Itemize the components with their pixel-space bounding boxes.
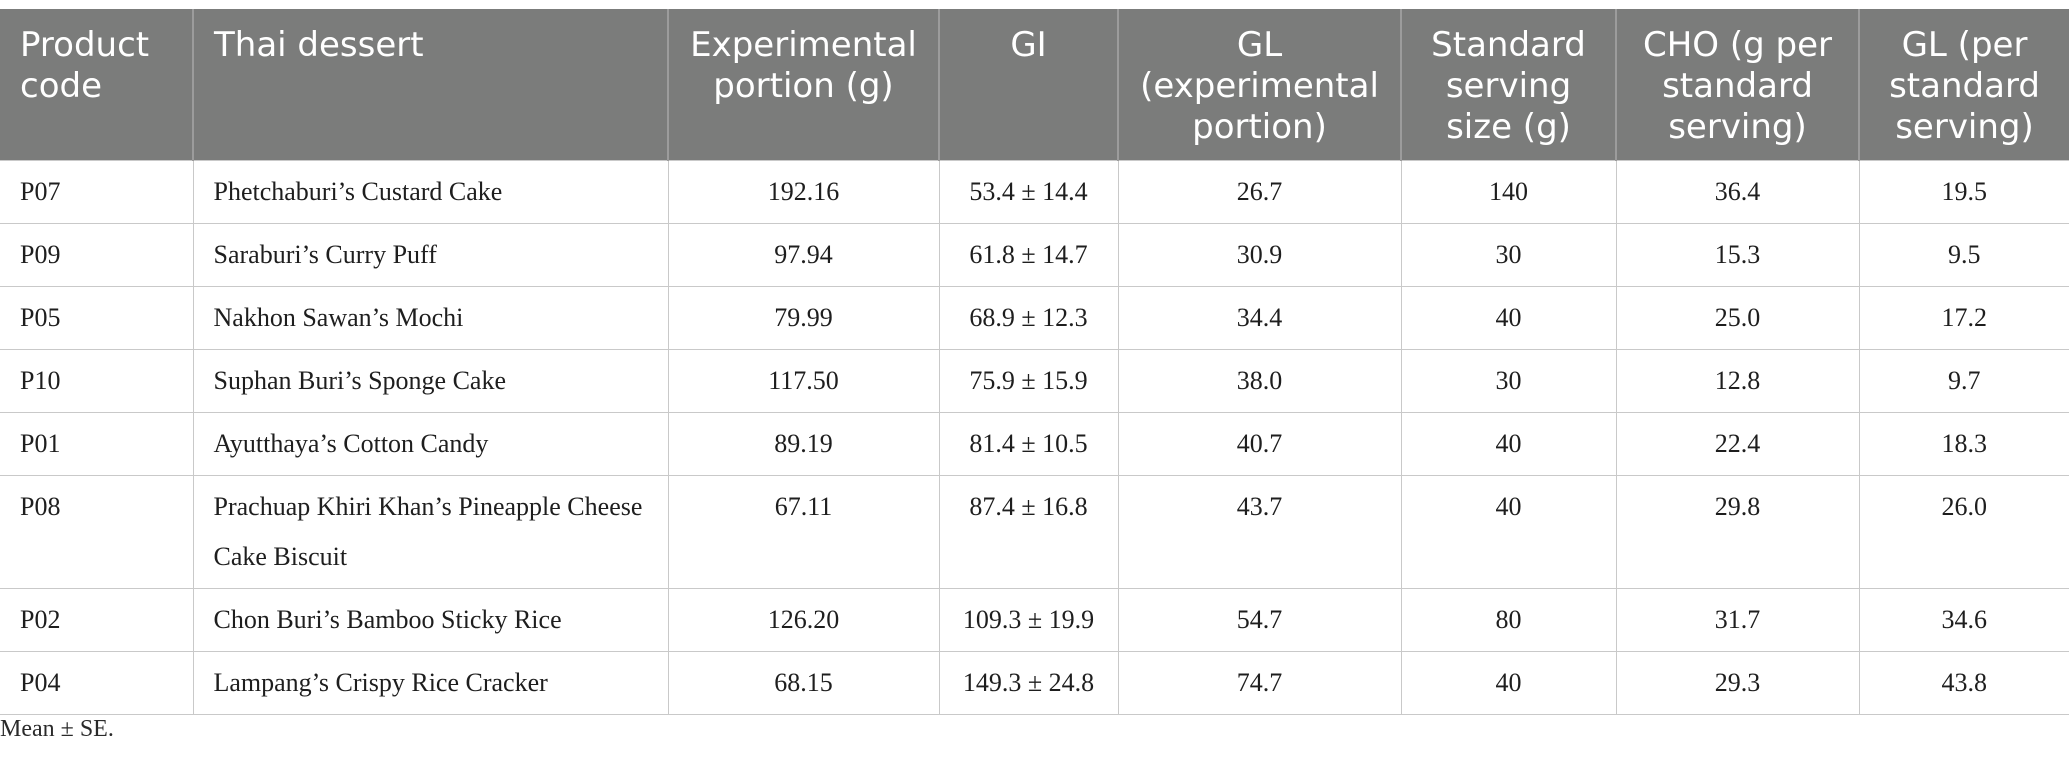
cell-standard-serving-size: 40 [1401, 475, 1617, 589]
cell-thai-dessert: Suphan Buri’s Sponge Cake [193, 349, 669, 413]
cell-standard-serving-size: 40 [1401, 286, 1617, 350]
cell-gl-experimental: 40.7 [1118, 412, 1402, 476]
cell-cho-per-serving: 29.8 [1616, 475, 1860, 589]
cell-product-code: P08 [0, 475, 194, 589]
cell-gl-per-serving: 26.0 [1859, 475, 2069, 589]
cell-product-code: P01 [0, 412, 194, 476]
cell-gl-per-serving: 43.8 [1859, 651, 2069, 715]
cell-experimental-portion: 117.50 [668, 349, 940, 413]
cell-thai-dessert: Chon Buri’s Bamboo Sticky Rice [193, 588, 669, 652]
cell-cho-per-serving: 29.3 [1616, 651, 1860, 715]
cell-product-code: P02 [0, 588, 194, 652]
cell-gl-per-serving: 34.6 [1859, 588, 2069, 652]
cell-cho-per-serving: 12.8 [1616, 349, 1860, 413]
cell-standard-serving-size: 40 [1401, 651, 1617, 715]
cell-thai-dessert: Ayutthaya’s Cotton Candy [193, 412, 669, 476]
cell-product-code: P04 [0, 651, 194, 715]
cell-gl-per-serving: 9.5 [1859, 223, 2069, 287]
table-row: P07 Phetchaburi’s Custard Cake 192.16 53… [0, 160, 2069, 224]
cell-product-code: P09 [0, 223, 194, 287]
cell-gl-experimental: 30.9 [1118, 223, 1402, 287]
header-gl-experimental: GL (experimental portion) [1118, 9, 1402, 161]
cell-cho-per-serving: 15.3 [1616, 223, 1860, 287]
cell-standard-serving-size: 80 [1401, 588, 1617, 652]
cell-gl-experimental: 43.7 [1118, 475, 1402, 589]
table-body: P07 Phetchaburi’s Custard Cake 192.16 53… [0, 160, 2069, 715]
cell-standard-serving-size: 140 [1401, 160, 1617, 224]
table-row: P05 Nakhon Sawan’s Mochi 79.99 68.9 ± 12… [0, 286, 2069, 350]
table-row: P01 Ayutthaya’s Cotton Candy 89.19 81.4 … [0, 412, 2069, 476]
cell-thai-dessert: Nakhon Sawan’s Mochi [193, 286, 669, 350]
cell-experimental-portion: 89.19 [668, 412, 940, 476]
header-product-code: Product code [0, 9, 194, 161]
header-standard-serving-size: Standard serving size (g) [1401, 9, 1617, 161]
cell-cho-per-serving: 25.0 [1616, 286, 1860, 350]
cell-gi: 75.9 ± 15.9 [939, 349, 1119, 413]
cell-cho-per-serving: 31.7 [1616, 588, 1860, 652]
table-row: P09 Saraburi’s Curry Puff 97.94 61.8 ± 1… [0, 223, 2069, 287]
cell-gl-per-serving: 9.7 [1859, 349, 2069, 413]
table-row: P08 Prachuap Khiri Khan’s Pineapple Chee… [0, 475, 2069, 589]
table-header: Product code Thai dessert Experimental p… [0, 9, 2069, 161]
table-row: P04 Lampang’s Crispy Rice Cracker 68.15 … [0, 651, 2069, 715]
cell-experimental-portion: 192.16 [668, 160, 940, 224]
cell-product-code: P05 [0, 286, 194, 350]
header-cho-per-serving: CHO (g per standard serving) [1616, 9, 1860, 161]
header-experimental-portion: Experimental portion (g) [668, 9, 940, 161]
cell-gl-experimental: 34.4 [1118, 286, 1402, 350]
cell-gl-per-serving: 17.2 [1859, 286, 2069, 350]
header-gl-per-serving: GL (per standard serving) [1859, 9, 2069, 161]
cell-gi: 109.3 ± 19.9 [939, 588, 1119, 652]
cell-experimental-portion: 79.99 [668, 286, 940, 350]
header-row: Product code Thai dessert Experimental p… [0, 9, 2069, 161]
header-thai-dessert: Thai dessert [193, 9, 669, 161]
cell-standard-serving-size: 40 [1401, 412, 1617, 476]
cell-gl-experimental: 26.7 [1118, 160, 1402, 224]
cell-gl-per-serving: 19.5 [1859, 160, 2069, 224]
table-row: P10 Suphan Buri’s Sponge Cake 117.50 75.… [0, 349, 2069, 413]
cell-gl-experimental: 74.7 [1118, 651, 1402, 715]
cell-gi: 61.8 ± 14.7 [939, 223, 1119, 287]
cell-product-code: P10 [0, 349, 194, 413]
cell-thai-dessert: Prachuap Khiri Khan’s Pineapple Cheese C… [193, 475, 669, 589]
cell-experimental-portion: 67.11 [668, 475, 940, 589]
cell-experimental-portion: 68.15 [668, 651, 940, 715]
cell-experimental-portion: 97.94 [668, 223, 940, 287]
table-footnote: Mean ± SE. [0, 716, 114, 742]
cell-gl-experimental: 38.0 [1118, 349, 1402, 413]
cell-gi: 149.3 ± 24.8 [939, 651, 1119, 715]
cell-thai-dessert: Lampang’s Crispy Rice Cracker [193, 651, 669, 715]
cell-thai-dessert: Saraburi’s Curry Puff [193, 223, 669, 287]
cell-gi: 81.4 ± 10.5 [939, 412, 1119, 476]
data-table-container: Product code Thai dessert Experimental p… [0, 9, 2069, 715]
cell-gi: 87.4 ± 16.8 [939, 475, 1119, 589]
table-row: P02 Chon Buri’s Bamboo Sticky Rice 126.2… [0, 588, 2069, 652]
cell-standard-serving-size: 30 [1401, 349, 1617, 413]
cell-gl-per-serving: 18.3 [1859, 412, 2069, 476]
cell-standard-serving-size: 30 [1401, 223, 1617, 287]
cell-experimental-portion: 126.20 [668, 588, 940, 652]
cell-cho-per-serving: 22.4 [1616, 412, 1860, 476]
cell-gi: 68.9 ± 12.3 [939, 286, 1119, 350]
cell-gl-experimental: 54.7 [1118, 588, 1402, 652]
cell-product-code: P07 [0, 160, 194, 224]
cell-gi: 53.4 ± 14.4 [939, 160, 1119, 224]
thai-dessert-gi-table: Product code Thai dessert Experimental p… [0, 9, 2069, 715]
header-gi: GI [939, 9, 1119, 161]
cell-thai-dessert: Phetchaburi’s Custard Cake [193, 160, 669, 224]
cell-cho-per-serving: 36.4 [1616, 160, 1860, 224]
